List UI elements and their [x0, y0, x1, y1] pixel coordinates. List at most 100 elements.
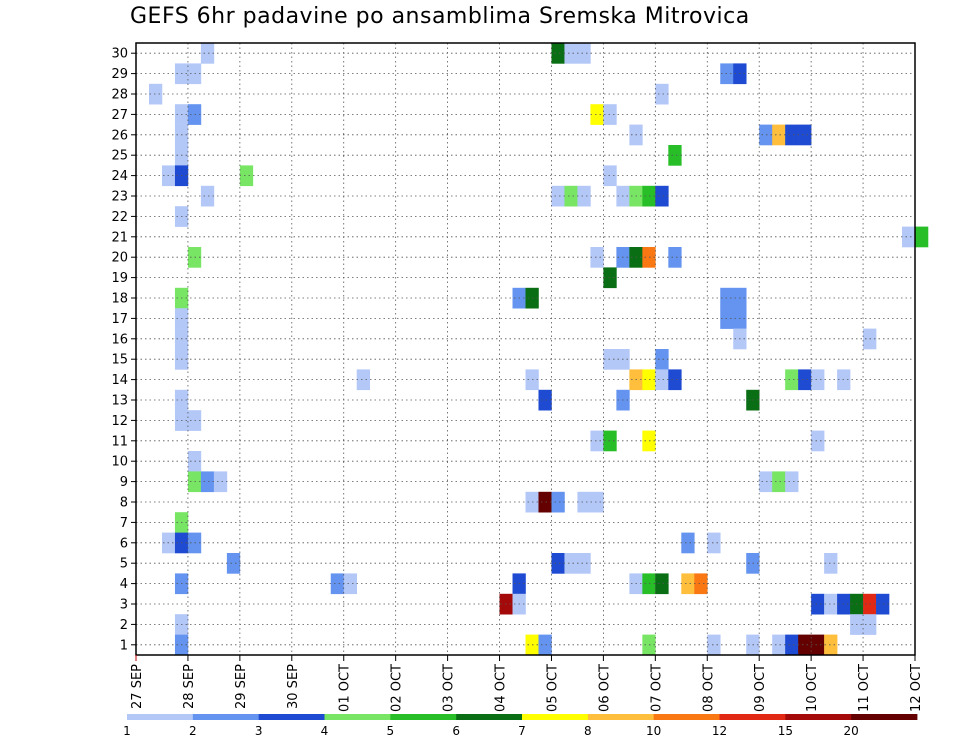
heatmap-cell — [603, 104, 617, 125]
heatmap-cell — [577, 553, 591, 574]
x-tick-label: 08 OCT — [701, 664, 716, 712]
heatmap-cell — [603, 430, 617, 452]
heatmap-cell — [551, 491, 565, 513]
y-tick-label: 21 — [111, 230, 128, 245]
heatmap-cell — [876, 593, 890, 615]
plot-frame — [135, 42, 916, 656]
legend-label: 6 — [452, 724, 460, 738]
heatmap-cell — [590, 491, 604, 513]
heatmap-cell — [798, 124, 812, 146]
heatmap-cell — [577, 185, 591, 207]
legend-swatch — [192, 714, 260, 720]
y-tick-label: 10 — [111, 455, 128, 470]
heatmap-cell — [642, 634, 656, 656]
x-tick-label: 30 SEP — [286, 664, 301, 709]
x-tick-label: 03 OCT — [442, 664, 457, 712]
heatmap-cell — [603, 165, 617, 187]
legend-swatch — [719, 714, 786, 720]
x-tick-label: 29 SEP — [234, 664, 249, 709]
y-tick-label: 11 — [111, 434, 128, 449]
heatmap-cell — [681, 573, 695, 595]
heatmap-cell — [811, 430, 825, 452]
y-tick-label: 3 — [120, 598, 128, 613]
heatmap-cell — [772, 471, 786, 493]
y-tick-label: 5 — [120, 557, 128, 572]
heatmap-cell — [655, 349, 669, 370]
x-tick-label: 06 OCT — [597, 664, 612, 712]
y-tick-label: 17 — [111, 312, 128, 327]
x-tick-label: 05 OCT — [545, 664, 560, 712]
heatmap-cell — [694, 573, 708, 595]
y-tick-label: 26 — [111, 128, 128, 143]
heatmap-cell — [707, 634, 721, 656]
heatmap-cell — [902, 226, 916, 248]
heatmap-cell — [655, 83, 669, 105]
heatmap-cell — [824, 593, 838, 615]
heatmap-cell — [785, 634, 799, 656]
y-tick-label: 6 — [120, 536, 128, 551]
x-tick-label: 10 OCT — [805, 664, 820, 712]
x-tick-label: 02 OCT — [390, 664, 405, 712]
chart-title: GEFS 6hr padavine po ansamblima Sremska … — [130, 4, 750, 29]
heatmap-cell — [330, 573, 345, 595]
x-tick-label: 07 OCT — [649, 664, 664, 712]
y-tick-label: 25 — [111, 149, 128, 164]
heatmap-cell — [590, 104, 604, 125]
y-tick-label: 23 — [111, 190, 128, 205]
heatmap-cell — [824, 634, 838, 656]
heatmap-cell — [915, 226, 929, 248]
legend-label: 5 — [387, 724, 395, 738]
heatmap-cell — [655, 185, 669, 207]
y-tick-label: 14 — [111, 373, 128, 388]
heatmap-cell — [538, 634, 552, 656]
heatmap-cell — [668, 145, 682, 166]
y-tick-label: 9 — [120, 475, 128, 490]
heatmap-cell — [642, 247, 656, 268]
x-tick-label: 11 OCT — [857, 664, 872, 712]
heatmap-cell — [642, 369, 656, 391]
heatmap-cell — [772, 634, 786, 656]
y-tick-label: 12 — [111, 414, 128, 429]
x-tick-label: 27 SEP — [130, 664, 145, 709]
heatmap-cell — [668, 247, 682, 268]
y-tick-label: 16 — [111, 332, 128, 347]
x-tick-label: 09 OCT — [753, 664, 768, 712]
y-tick-label: 2 — [120, 618, 128, 633]
x-tick-label: 28 SEP — [182, 664, 197, 709]
heatmap-cell — [772, 124, 786, 146]
y-tick-label: 18 — [111, 292, 128, 307]
heatmap-cell — [577, 491, 591, 513]
legend-swatch — [258, 714, 325, 720]
heatmap-cell — [343, 573, 358, 595]
heatmap-cell — [239, 165, 254, 187]
y-tick-label: 1 — [120, 638, 128, 653]
legend-swatch — [522, 714, 589, 720]
y-tick-label: 28 — [111, 88, 128, 103]
heatmap-cell — [603, 349, 617, 370]
heatmap-cell — [590, 430, 604, 452]
heatmap-cell — [356, 369, 370, 391]
heatmap-cell — [811, 634, 825, 656]
heatmap-cell — [824, 553, 838, 574]
heatmap-cell — [785, 471, 799, 493]
heatmap-cell — [759, 471, 773, 493]
legend-label: 20 — [844, 724, 859, 738]
legend-swatch — [127, 714, 194, 720]
x-tick-label: 04 OCT — [494, 664, 509, 712]
legend-label: 4 — [321, 724, 329, 738]
heatmap-cell — [551, 185, 565, 207]
heatmap-cell — [538, 491, 552, 513]
y-tick-label: 22 — [111, 210, 128, 225]
y-tick-label: 24 — [111, 169, 128, 184]
heatmap-cell — [785, 124, 799, 146]
y-tick-label: 20 — [111, 251, 128, 266]
legend-swatch — [653, 714, 720, 720]
heatmap-cell — [148, 83, 163, 105]
heatmap-cell — [564, 185, 578, 207]
legend-label: 2 — [189, 724, 197, 738]
heatmap-cell — [200, 471, 215, 493]
legend-label: 15 — [778, 724, 793, 738]
legend-swatch — [587, 714, 655, 720]
legend-label: 10 — [646, 724, 661, 738]
y-tick-label: 27 — [111, 108, 128, 123]
